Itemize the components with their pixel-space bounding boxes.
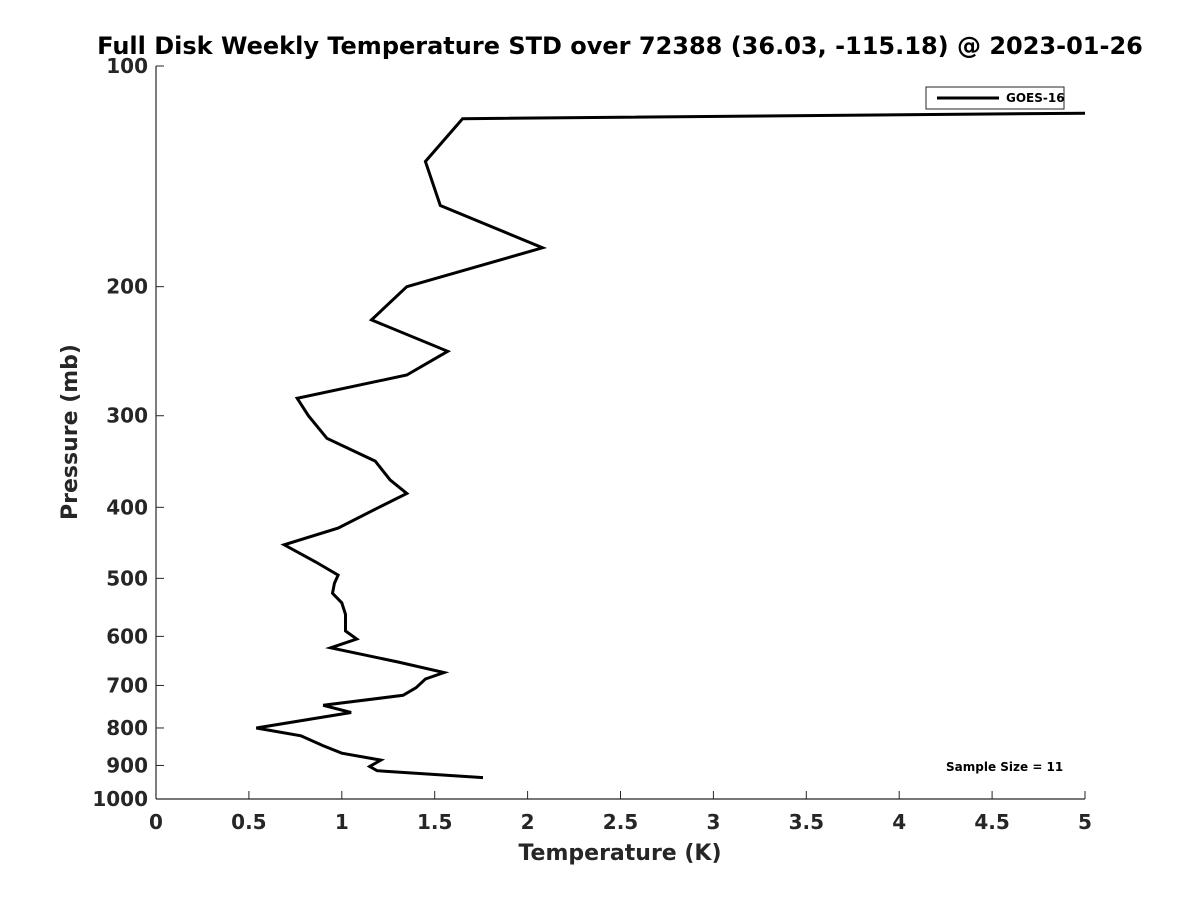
- x-tick-label: 0: [149, 810, 163, 834]
- y-tick-label: 300: [106, 404, 148, 428]
- x-tick-label: 3.5: [789, 810, 824, 834]
- y-tick-label: 1000: [92, 787, 148, 811]
- x-tick-label: 0.5: [231, 810, 266, 834]
- x-tick-label: 1.5: [417, 810, 452, 834]
- x-tick-label: 1: [335, 810, 349, 834]
- x-tick-label: 4.5: [974, 810, 1009, 834]
- series-lines: [256, 111, 1086, 780]
- sample-size-annotation: Sample Size = 11: [946, 760, 1063, 774]
- y-axis-ticks: 100 200 300 400 500 600 700 800 900 1000: [92, 54, 164, 811]
- y-tick-label: 600: [106, 624, 148, 648]
- legend-label: GOES-16: [1006, 91, 1065, 105]
- series-line-goes-16: [256, 111, 1086, 780]
- y-tick-label: 800: [106, 716, 148, 740]
- y-axis-label: Pressure (mb): [58, 344, 83, 520]
- y-tick-label: 900: [106, 753, 148, 777]
- x-tick-label: 3: [706, 810, 720, 834]
- legend: GOES-16: [925, 86, 1065, 110]
- y-tick-label: 400: [106, 495, 148, 519]
- x-axis-ticks: 0 0.5 1 1.5 2 2.5 3 3.5 4 4.5 5: [149, 791, 1092, 834]
- y-tick-label: 100: [106, 54, 148, 78]
- chart-title: Full Disk Weekly Temperature STD over 72…: [97, 32, 1143, 60]
- x-tick-label: 5: [1078, 810, 1092, 834]
- x-axis-label: Temperature (K): [518, 841, 721, 866]
- y-tick-label: 500: [106, 566, 148, 590]
- y-tick-label: 700: [106, 673, 148, 697]
- y-tick-label: 200: [106, 275, 148, 299]
- x-tick-label: 2: [521, 810, 535, 834]
- x-tick-label: 2.5: [603, 810, 638, 834]
- x-tick-label: 4: [892, 810, 906, 834]
